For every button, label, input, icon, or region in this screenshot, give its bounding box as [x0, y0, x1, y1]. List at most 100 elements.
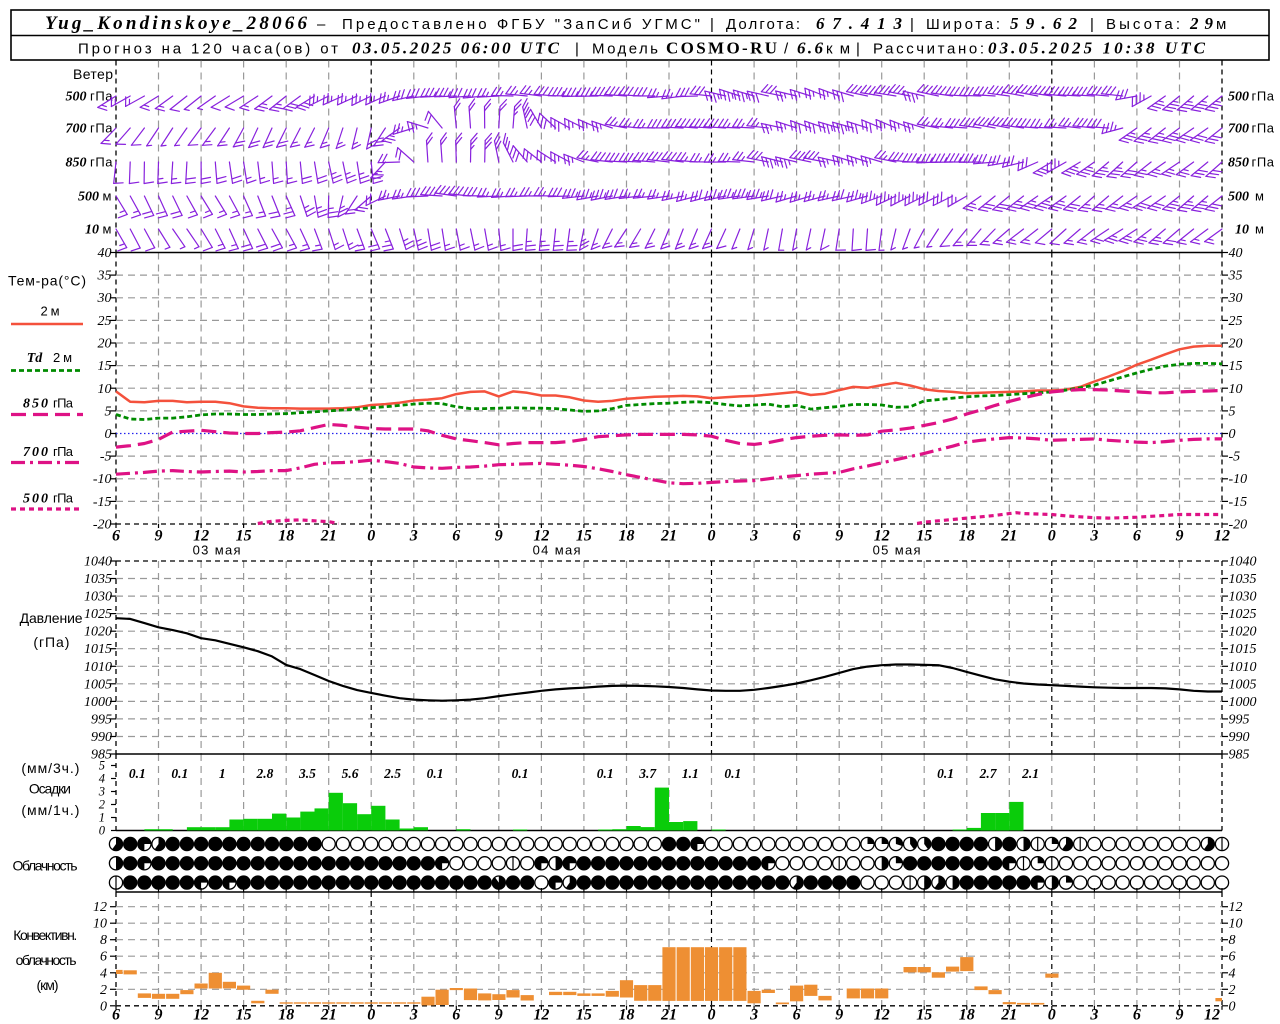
svg-text:700: 700 [66, 122, 87, 137]
svg-text:|: | [710, 16, 714, 33]
svg-text:985: 985 [91, 748, 112, 763]
svg-text:Td: Td [27, 351, 44, 366]
svg-text:0: 0 [1229, 999, 1236, 1014]
svg-text:500: 500 [23, 492, 48, 507]
svg-text:850: 850 [1228, 156, 1249, 171]
svg-text:Осадки: Осадки [29, 781, 71, 797]
svg-text:0: 0 [100, 999, 107, 1014]
svg-text:|: | [856, 41, 860, 58]
svg-text:9: 9 [1176, 1007, 1184, 1024]
svg-text:3: 3 [1089, 1007, 1098, 1024]
svg-text:990: 990 [91, 730, 112, 745]
svg-text:6: 6 [452, 528, 460, 545]
svg-text:12: 12 [874, 1007, 890, 1024]
svg-text:20: 20 [1229, 337, 1243, 352]
svg-text:(мм/3ч.): (мм/3ч.) [21, 760, 79, 776]
svg-text:2м: 2м [53, 350, 72, 365]
svg-text:03.05.2025 06:00 UTC: 03.05.2025 06:00 UTC [352, 39, 560, 58]
svg-text:20: 20 [98, 337, 112, 352]
svg-text:гПа: гПа [90, 155, 113, 170]
svg-text:-20: -20 [1229, 518, 1248, 533]
svg-text:/: / [784, 41, 789, 58]
svg-text:3: 3 [409, 528, 418, 545]
svg-text:-15: -15 [93, 495, 112, 510]
svg-text:гПа: гПа [1252, 155, 1275, 170]
svg-text:30: 30 [1228, 291, 1243, 306]
svg-text:Yug_Kondinskoye_28066: Yug_Kondinskoye_28066 [45, 13, 308, 34]
svg-text:0: 0 [1048, 1007, 1056, 1024]
svg-text:1025: 1025 [84, 607, 112, 622]
svg-text:500: 500 [66, 90, 87, 105]
svg-text:COSMO-RU: COSMO-RU [666, 39, 777, 58]
svg-text:18: 18 [959, 1007, 975, 1024]
svg-text:59.62: 59.62 [1010, 14, 1078, 33]
svg-text:5.6: 5.6 [342, 766, 359, 781]
svg-text:6: 6 [1133, 528, 1141, 545]
svg-text:|: | [1090, 16, 1094, 33]
svg-text:Модель: Модель [592, 41, 658, 58]
svg-text:21: 21 [1000, 1007, 1017, 1024]
svg-text:м: м [1255, 189, 1264, 204]
svg-text:850: 850 [23, 397, 48, 412]
svg-text:5: 5 [1229, 404, 1236, 419]
svg-text:6: 6 [452, 1007, 460, 1024]
svg-text:12: 12 [874, 528, 890, 545]
svg-text:15: 15 [1229, 359, 1243, 374]
svg-text:12: 12 [533, 1007, 549, 1024]
svg-text:0: 0 [367, 1007, 375, 1024]
svg-text:1015: 1015 [1229, 642, 1257, 657]
svg-text:12: 12 [1204, 1007, 1220, 1024]
svg-text:05 мая: 05 мая [873, 543, 921, 558]
svg-text:(мм/1ч.): (мм/1ч.) [21, 802, 79, 818]
svg-text:0.1: 0.1 [724, 766, 741, 781]
svg-text:6: 6 [112, 528, 120, 545]
svg-text:15: 15 [576, 528, 592, 545]
svg-text:Долгота:: Долгота: [726, 16, 800, 33]
svg-text:3: 3 [409, 1007, 418, 1024]
svg-text:1035: 1035 [1229, 572, 1257, 587]
svg-text:10: 10 [1229, 917, 1243, 932]
svg-text:12: 12 [533, 528, 549, 545]
svg-text:15: 15 [916, 528, 932, 545]
svg-text:-5: -5 [1229, 450, 1241, 465]
svg-text:Прогноз на 120 часа(ов) от: Прогноз на 120 часа(ов) от [78, 41, 338, 58]
svg-text:-10: -10 [1229, 472, 1248, 487]
svg-text:1040: 1040 [84, 555, 112, 570]
svg-text:м: м [103, 189, 112, 204]
svg-text:10: 10 [1235, 223, 1249, 238]
svg-text:18: 18 [278, 528, 294, 545]
svg-text:2.1: 2.1 [1021, 766, 1039, 781]
svg-text:-15: -15 [1229, 495, 1248, 510]
svg-text:-5: -5 [100, 450, 112, 465]
svg-text:21: 21 [660, 528, 677, 545]
svg-text:1005: 1005 [1229, 677, 1257, 692]
svg-text:10: 10 [85, 223, 99, 238]
svg-text:2.8: 2.8 [255, 766, 273, 781]
svg-text:18: 18 [278, 1007, 294, 1024]
svg-text:м: м [1255, 222, 1264, 237]
svg-text:6.6: 6.6 [797, 39, 824, 58]
svg-text:0: 0 [708, 528, 716, 545]
svg-text:500: 500 [78, 190, 99, 205]
svg-text:3: 3 [98, 785, 105, 799]
svg-text:12: 12 [1214, 528, 1230, 545]
svg-text:0.1: 0.1 [129, 766, 146, 781]
svg-text:1010: 1010 [84, 660, 112, 675]
svg-text:9: 9 [155, 528, 163, 545]
svg-text:9: 9 [155, 1007, 163, 1024]
svg-text:700: 700 [1228, 122, 1249, 137]
svg-text:8: 8 [1229, 933, 1236, 948]
svg-text:|: | [910, 16, 914, 33]
svg-text:6: 6 [793, 1007, 801, 1024]
svg-text:10: 10 [98, 382, 112, 397]
svg-text:1020: 1020 [1229, 625, 1257, 640]
svg-text:0.1: 0.1 [512, 766, 529, 781]
svg-text:–: – [317, 16, 326, 33]
svg-text:1040: 1040 [1229, 555, 1257, 570]
svg-text:10: 10 [1229, 382, 1243, 397]
svg-text:-20: -20 [93, 518, 112, 533]
svg-text:1000: 1000 [1229, 695, 1257, 710]
svg-text:25: 25 [1229, 314, 1243, 329]
svg-text:0: 0 [105, 427, 112, 442]
svg-text:2: 2 [99, 798, 105, 812]
